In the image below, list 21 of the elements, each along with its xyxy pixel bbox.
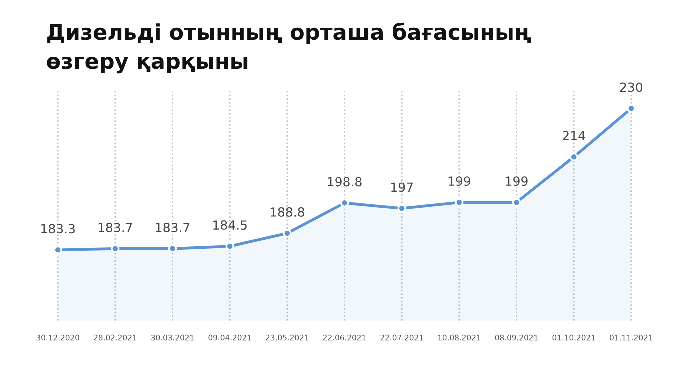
point [283, 229, 292, 238]
chart-title: Дизельді отынның орташа бағасының өзгеру қарқыны [47, 22, 532, 74]
point [226, 242, 234, 251]
data-label: 188.8 [270, 208, 304, 217]
data-label: 197 [392, 182, 413, 192]
data-label: 199 [448, 176, 470, 186]
data-label: 184.5 [214, 220, 247, 230]
point [168, 244, 178, 254]
point [455, 198, 464, 207]
point [398, 204, 406, 213]
point [570, 152, 578, 162]
data-label: 230 [620, 82, 643, 92]
data-label: 214 [563, 131, 586, 140]
data-label: 198.8 [328, 177, 362, 187]
point [340, 198, 350, 208]
data-label: 183.3 [42, 224, 75, 234]
data-label: 199 [506, 176, 528, 186]
point [111, 244, 120, 254]
data-label: 183.7 [98, 222, 132, 232]
point [512, 198, 522, 207]
data-label: 183.7 [156, 222, 190, 232]
